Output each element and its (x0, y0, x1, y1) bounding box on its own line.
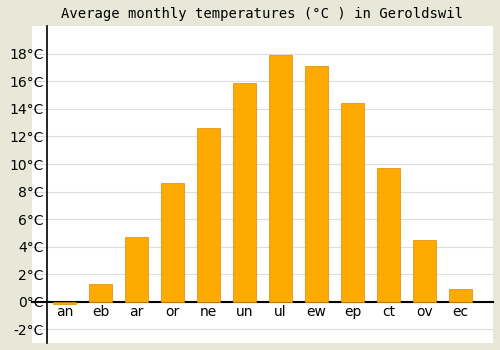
Bar (161, 183, 184, 302)
Bar (197, 128, 220, 302)
Title: Average monthly temperatures (°C ) in Geroldswil: Average monthly temperatures (°C ) in Ge… (62, 7, 464, 21)
Bar (412, 240, 436, 302)
Bar (53, 302, 76, 304)
Bar (125, 237, 148, 302)
Bar (448, 289, 472, 302)
Bar (305, 66, 328, 302)
Bar (340, 103, 364, 302)
Bar (376, 168, 400, 302)
Bar (89, 284, 112, 302)
Bar (269, 55, 292, 302)
Bar (233, 83, 256, 302)
